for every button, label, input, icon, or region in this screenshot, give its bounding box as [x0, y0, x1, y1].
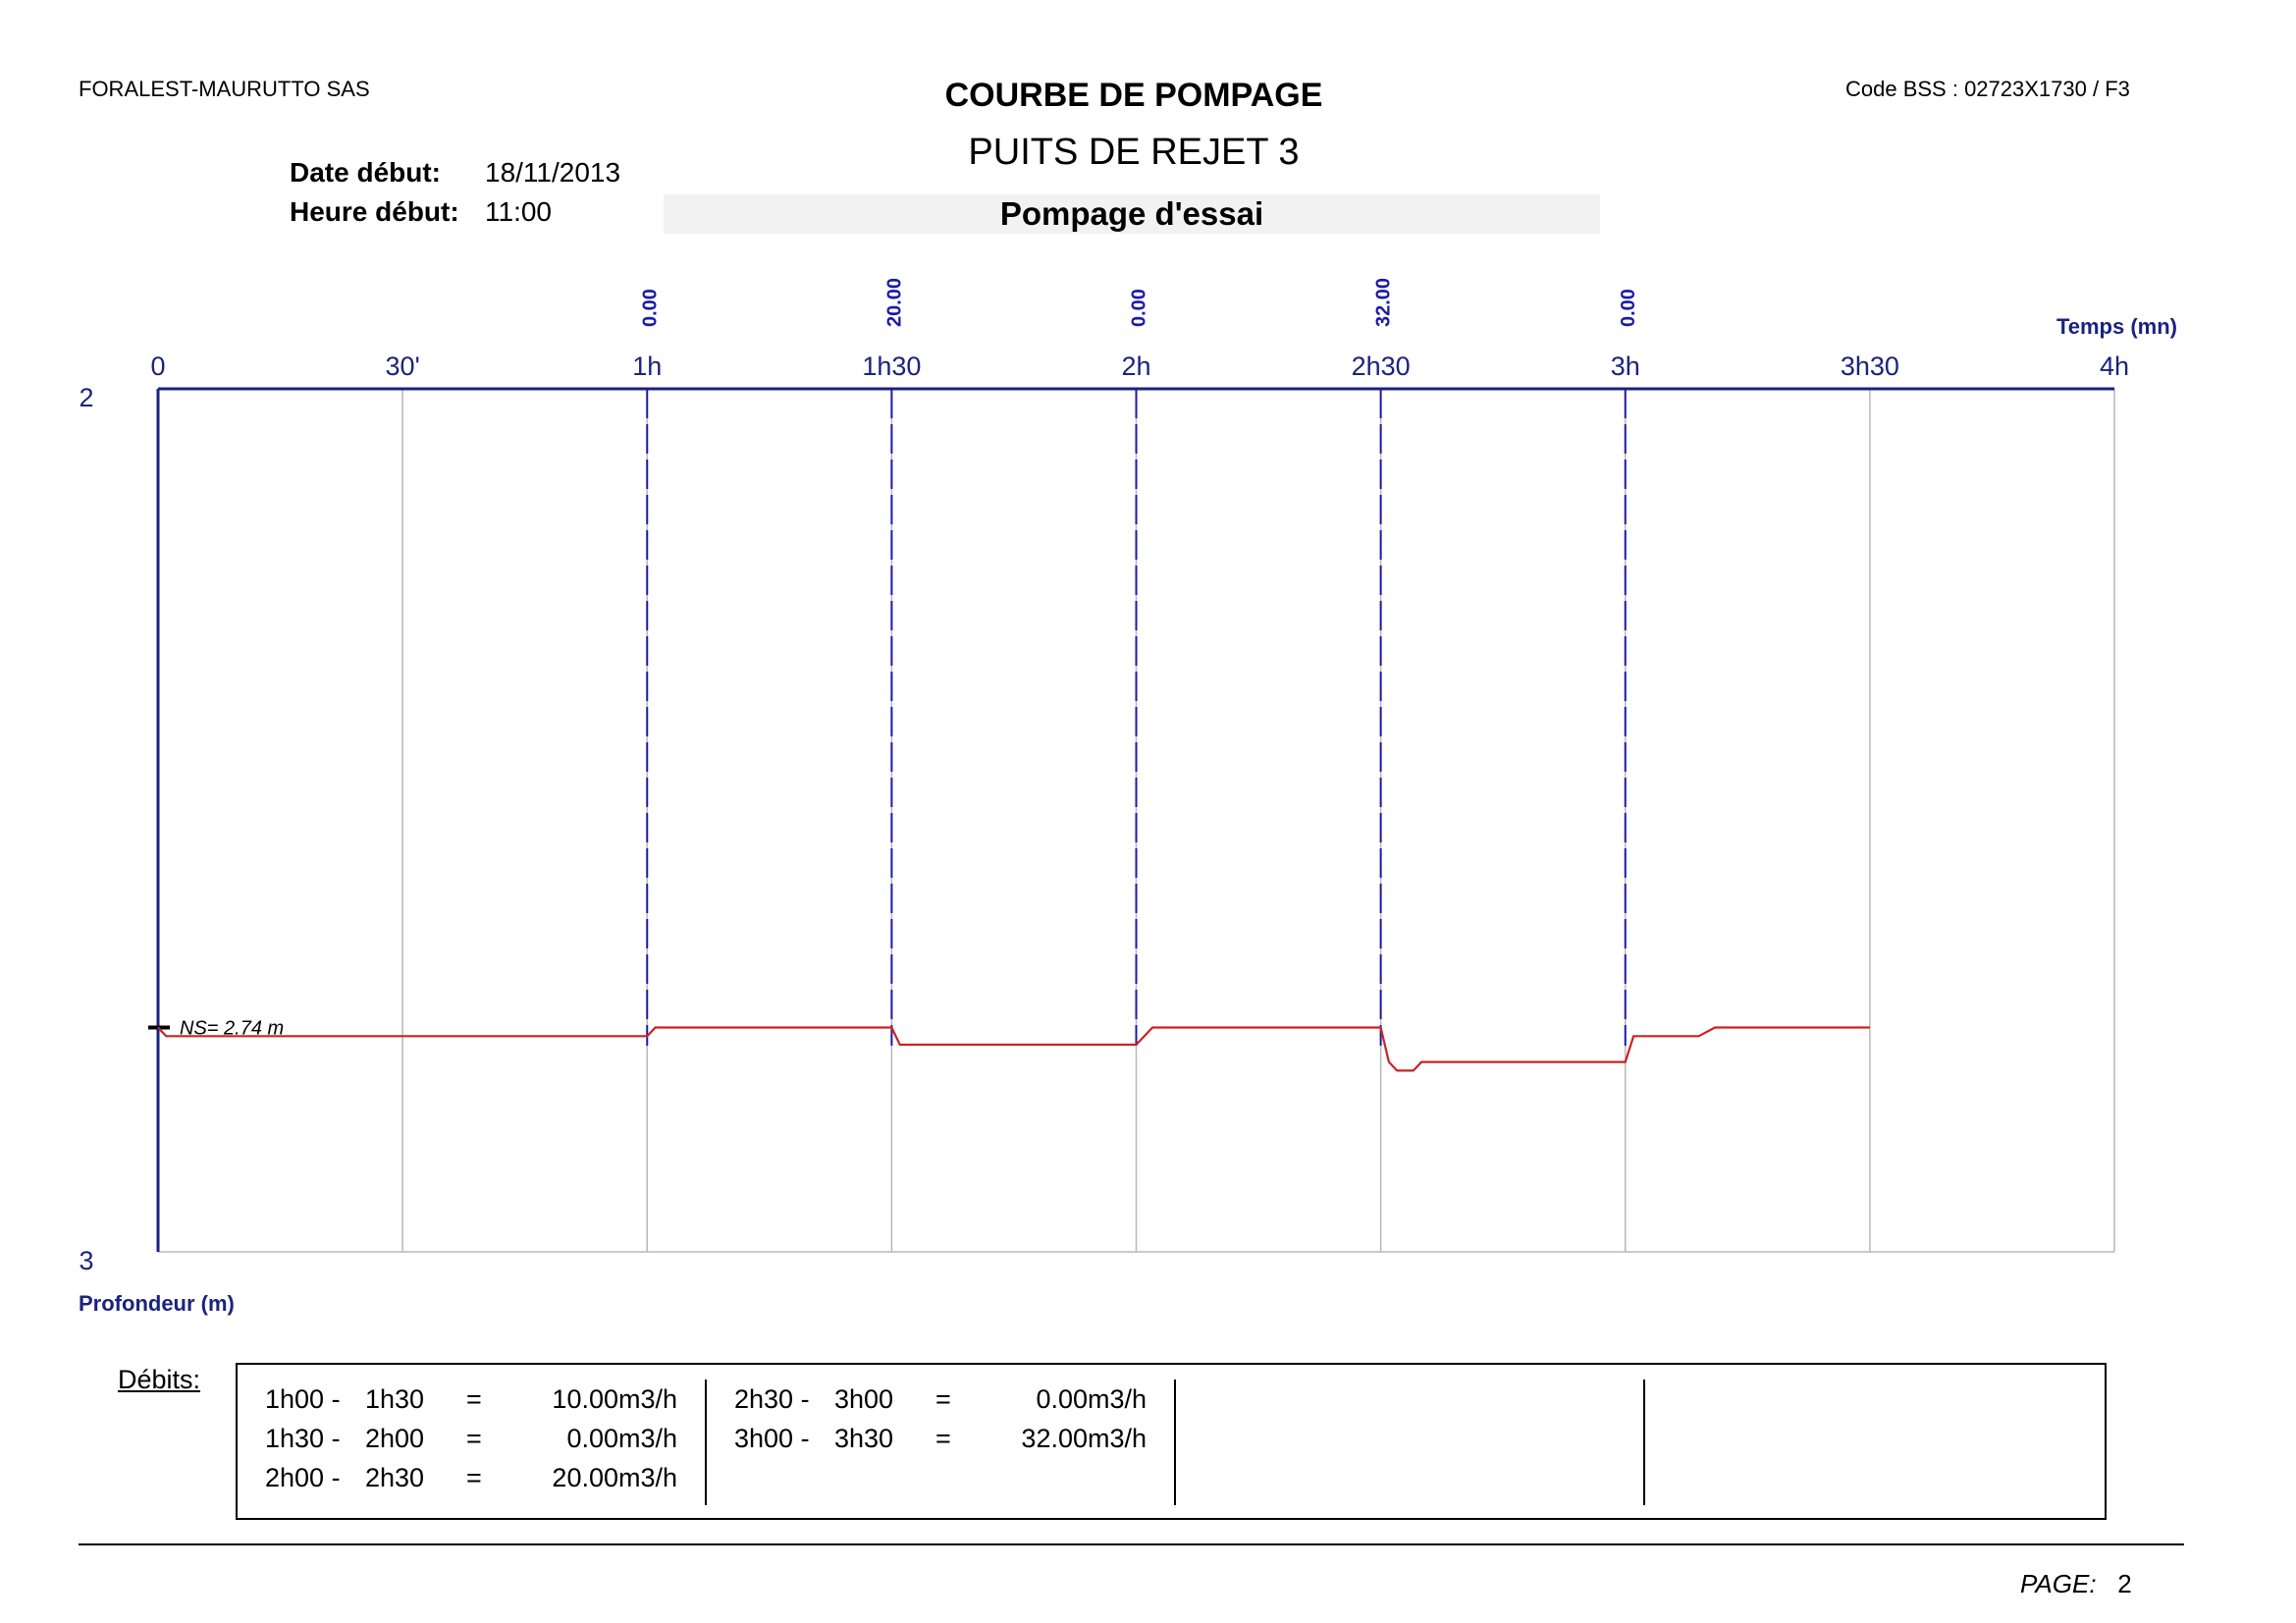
x-tick-label: 2h [1121, 352, 1150, 381]
x-tick-label: 1h30 [862, 352, 921, 381]
x-tick-label: 0 [150, 352, 165, 381]
debit-from: 3h00 - [734, 1424, 810, 1453]
debit-equals: = [466, 1384, 482, 1414]
debit-from: 1h30 - [265, 1424, 341, 1453]
step-marker-label: 20.00 [883, 278, 905, 327]
debit-to: 2h00 [365, 1424, 425, 1453]
x-tick-label: 3h30 [1841, 352, 1899, 381]
test-banner: Pompage d'essai [664, 194, 1600, 234]
x-tick-label: 4h [2100, 352, 2129, 381]
footer-divider [79, 1543, 2184, 1545]
debit-from: 2h00 - [265, 1463, 341, 1492]
debit-value: 0.00 [566, 1424, 618, 1453]
debit-unit: m3/h [618, 1424, 678, 1453]
debit-equals: = [466, 1463, 482, 1492]
debits-label: Débits: [118, 1365, 201, 1394]
page-title: COURBE DE POMPAGE [944, 77, 1323, 114]
date-value: 18/11/2013 [485, 157, 621, 188]
company-name: FORALEST-MAURUTTO SAS [79, 77, 370, 101]
y-tick-label: 3 [79, 1246, 93, 1275]
debit-equals: = [935, 1424, 951, 1453]
drawdown-curve [157, 1026, 1870, 1072]
debit-value: 20.00 [552, 1463, 618, 1492]
debit-value: 32.00 [1021, 1424, 1088, 1453]
page-number: 2 [2117, 1569, 2132, 1598]
pumping-chart: 0 30' 1h 1h30 2h 2h30 3h 3h30 4h 2 3 Temps (mn) Prof… [79, 278, 2177, 1316]
x-tick-label: 3h [1611, 352, 1640, 381]
debits-separator [705, 1380, 707, 1505]
code-bss: Code BSS : 02723X1730 / F3 [1845, 77, 2130, 101]
debit-from: 1h00 - [265, 1384, 341, 1414]
y-axis-label: Profondeur (m) [79, 1291, 235, 1316]
debits-separator [1174, 1380, 1176, 1505]
debit-from: 2h30 - [734, 1384, 810, 1414]
date-label: Date début: [290, 157, 441, 188]
debit-equals: = [935, 1384, 951, 1414]
debit-unit: m3/h [618, 1463, 678, 1492]
page-subtitle: PUITS DE REJET 3 [968, 132, 1300, 173]
debit-unit: m3/h [1088, 1424, 1148, 1453]
static-level-label: NS= 2.74 m [180, 1017, 284, 1039]
x-tick-label: 30' [386, 352, 420, 381]
x-tick-label: 2h30 [1352, 352, 1411, 381]
step-marker-label: 32.00 [1373, 278, 1395, 327]
page-indicator: PAGE: 2 [2020, 1569, 2132, 1599]
debit-equals: = [466, 1424, 482, 1453]
debits-separator [1643, 1380, 1645, 1505]
debit-value: 0.00 [1036, 1384, 1088, 1414]
debits-box [236, 1363, 2107, 1520]
y-tick-label: 2 [79, 383, 93, 412]
x-tick-label: 1h [632, 352, 662, 381]
step-marker-label: 0.00 [639, 289, 661, 327]
debit-to: 2h30 [365, 1463, 425, 1492]
time-value: 11:00 [485, 196, 552, 227]
step-marker-label: 0.00 [1129, 289, 1150, 327]
page-label: PAGE: [2020, 1569, 2097, 1598]
debit-to: 3h00 [834, 1384, 894, 1414]
debit-to: 3h30 [834, 1424, 894, 1453]
debit-value: 10.00 [552, 1384, 618, 1414]
debit-to: 1h30 [365, 1384, 425, 1414]
time-label: Heure début: [290, 196, 459, 227]
x-axis-label: Temps (mn) [2056, 314, 2177, 339]
step-marker-label: 0.00 [1618, 289, 1639, 327]
debit-unit: m3/h [1088, 1384, 1148, 1414]
debit-unit: m3/h [618, 1384, 678, 1414]
